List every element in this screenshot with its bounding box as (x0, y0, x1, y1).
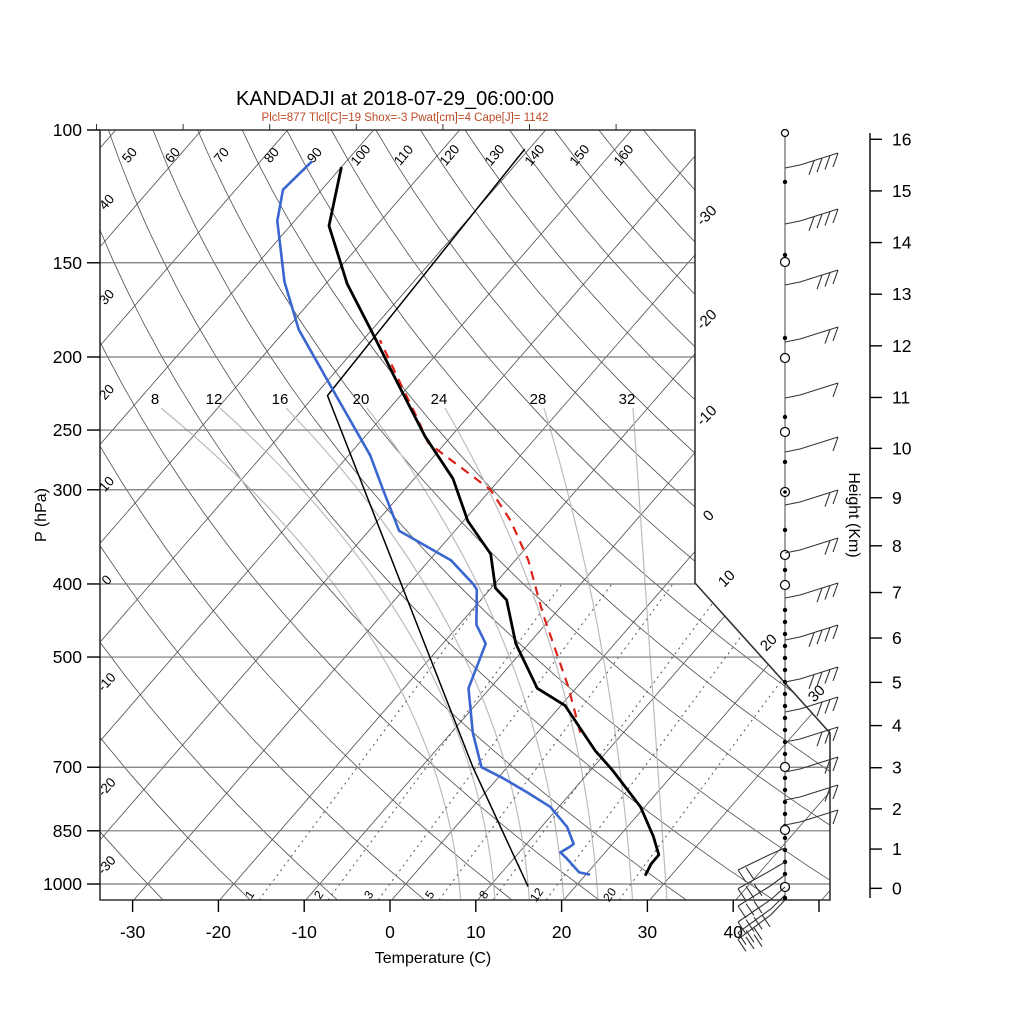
svg-text:10: 10 (892, 438, 912, 458)
svg-text:40: 40 (96, 191, 117, 212)
svg-text:10: 10 (466, 922, 486, 942)
svg-text:-10: -10 (693, 402, 720, 429)
svg-text:700: 700 (53, 757, 82, 777)
pressure-axis: 100 150 200 250 300 400 500 700 850 1000 P (hPa) (33, 120, 100, 894)
svg-text:110: 110 (391, 142, 416, 168)
svg-text:50: 50 (119, 145, 140, 166)
svg-text:60: 60 (162, 145, 183, 166)
svg-text:9: 9 (892, 488, 902, 508)
svg-text:100: 100 (53, 120, 82, 140)
dry-adiabat-grid (100, 130, 830, 900)
svg-text:140: 140 (522, 142, 548, 169)
svg-text:90: 90 (304, 145, 325, 166)
svg-text:120: 120 (437, 142, 463, 169)
svg-text:-20: -20 (693, 306, 720, 333)
svg-text:P (hPa): P (hPa) (33, 488, 50, 542)
svg-text:20: 20 (552, 922, 572, 942)
svg-text:400: 400 (53, 574, 82, 594)
svg-text:0: 0 (385, 922, 395, 942)
svg-text:10: 10 (96, 473, 117, 494)
svg-text:12: 12 (206, 391, 223, 408)
temperature-axis: -30 -20 -10 0 10 20 30 40 Temperature (C) (120, 900, 820, 967)
svg-text:70: 70 (211, 145, 232, 166)
svg-text:1000: 1000 (43, 874, 82, 894)
svg-text:14: 14 (892, 233, 912, 253)
svg-text:100: 100 (348, 142, 374, 169)
svg-text:1: 1 (892, 839, 902, 859)
svg-text:-10: -10 (292, 922, 318, 942)
svg-text:28: 28 (530, 391, 547, 408)
svg-text:20: 20 (600, 885, 619, 904)
svg-text:300: 300 (53, 480, 82, 500)
svg-text:10: 10 (715, 567, 739, 591)
svg-text:40: 40 (723, 922, 743, 942)
svg-text:-30: -30 (95, 853, 119, 878)
svg-text:20: 20 (96, 381, 117, 402)
svg-text:-20: -20 (206, 922, 232, 942)
svg-text:130: 130 (482, 142, 508, 169)
svg-text:Height (Km): Height (Km) (845, 472, 862, 557)
svg-text:0: 0 (892, 878, 902, 898)
svg-text:200: 200 (53, 347, 82, 367)
svg-text:3: 3 (892, 758, 902, 778)
svg-text:24: 24 (431, 391, 448, 408)
svg-text:150: 150 (567, 142, 593, 169)
svg-text:8: 8 (151, 391, 159, 408)
svg-text:8: 8 (892, 536, 902, 556)
svg-text:-30: -30 (120, 922, 146, 942)
svg-text:-10: -10 (95, 670, 119, 695)
svg-text:-30: -30 (693, 202, 720, 229)
svg-text:160: 160 (611, 142, 637, 169)
moist-adiabat-grid (160, 407, 668, 900)
svg-text:16: 16 (892, 129, 911, 149)
svg-text:5: 5 (892, 672, 902, 692)
svg-text:0: 0 (700, 507, 718, 525)
dewpoint-curve (276, 160, 591, 876)
svg-text:30: 30 (638, 922, 658, 942)
svg-text:Temperature (C): Temperature (C) (375, 950, 491, 967)
svg-text:500: 500 (53, 647, 82, 667)
svg-text:-20: -20 (95, 775, 119, 800)
svg-text:2: 2 (892, 799, 902, 819)
chart-title: KANDADJI at 2018-07-29_06:00:00 (236, 88, 554, 110)
svg-text:250: 250 (53, 420, 82, 440)
svg-text:11: 11 (892, 387, 910, 407)
svg-text:12: 12 (527, 885, 546, 904)
svg-text:0: 0 (99, 572, 115, 588)
svg-text:6: 6 (892, 628, 902, 648)
svg-text:7: 7 (892, 583, 902, 603)
svg-text:15: 15 (892, 181, 911, 201)
svg-text:12: 12 (892, 336, 911, 356)
svg-text:30: 30 (96, 286, 117, 307)
svg-text:150: 150 (53, 253, 82, 273)
plot-frame (96, 124, 831, 901)
parcel-curve (379, 339, 582, 733)
temperature-curve (327, 166, 661, 877)
std-atmosphere-line (326, 148, 529, 887)
svg-text:80: 80 (261, 145, 282, 166)
chart-parameters: Plcl=877 Tlcl[C]=19 Shox=-3 Pwat[cm]=4 C… (261, 112, 549, 124)
svg-text:16: 16 (272, 391, 289, 408)
wind-barb-column (737, 128, 839, 952)
mixing-ratio-lines (258, 582, 830, 900)
svg-text:850: 850 (53, 821, 82, 841)
svg-text:20: 20 (757, 631, 781, 655)
svg-text:13: 13 (892, 284, 911, 304)
svg-text:20: 20 (353, 391, 370, 408)
svg-text:32: 32 (619, 391, 636, 408)
svg-text:4: 4 (892, 716, 902, 736)
